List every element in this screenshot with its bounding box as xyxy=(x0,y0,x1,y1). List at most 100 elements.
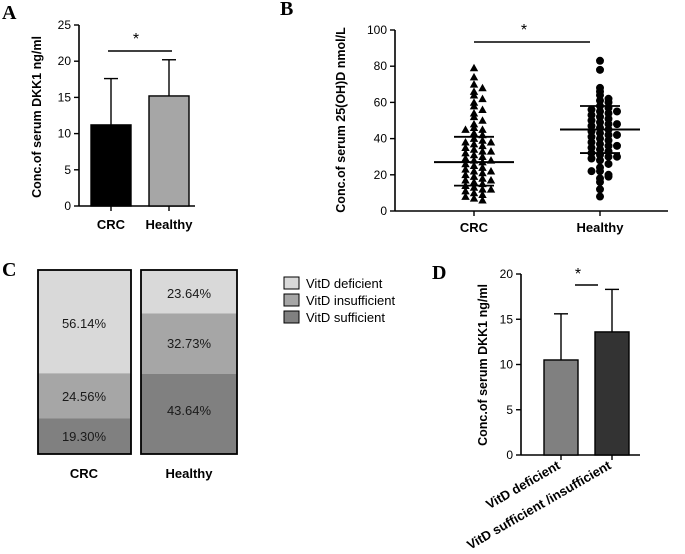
panel-c-label-crc-deficient: 56.14% xyxy=(62,316,107,331)
panel-a-y-tick-label: 0 xyxy=(64,199,71,213)
panel-c-label-healthy-sufficient: 43.64% xyxy=(167,403,212,418)
panel-b-point-crc xyxy=(469,194,479,202)
panel-a-bar xyxy=(90,124,132,207)
panel-b-point-crc xyxy=(478,125,487,133)
panel-b-point-crc xyxy=(486,147,496,155)
panel-a-category-crc: CRC xyxy=(97,217,126,232)
panel-b-point-crc xyxy=(461,165,470,173)
panel-b-plot: 0 20 40 60 80 100 xyxy=(367,23,668,218)
panel-b-point-healthy xyxy=(596,156,604,165)
panel-b-point-healthy xyxy=(604,172,613,181)
panel-c-bar-outline xyxy=(37,269,132,455)
panel-b-y-tick-label: 60 xyxy=(374,95,388,109)
panel-c-segment xyxy=(141,270,237,314)
panel-b-ylabel: Conc.of serum 25(OH)D nmol/L xyxy=(334,27,348,213)
panel-d-bar xyxy=(594,331,630,456)
panel-b-point-crc xyxy=(461,143,470,151)
panel-c-segment xyxy=(141,373,237,454)
panel-b-point-crc xyxy=(461,138,470,146)
panel-b-point-crc xyxy=(461,170,470,179)
panel-b-point-healthy xyxy=(613,141,621,150)
panel-b-point-healthy xyxy=(587,154,596,163)
panel-c-segment xyxy=(38,418,131,454)
panel-a-y-tick-label: 5 xyxy=(64,163,71,177)
panel-b-point-crc xyxy=(478,94,487,103)
panel-b-y-tick-label: 20 xyxy=(374,168,388,182)
panel-b-point-healthy xyxy=(613,130,621,139)
panel-b-point-crc xyxy=(478,141,487,150)
panel-a-plot: 0 5 10 15 20 25 xyxy=(58,18,195,213)
panel-b-point-crc xyxy=(478,147,487,155)
panel-b-y-tick-label: 100 xyxy=(367,23,387,37)
panel-b-category-healthy: Healthy xyxy=(577,220,625,235)
panel-a-ylabel: Conc.of serum DKK1 ng/ml xyxy=(30,36,44,198)
panel-label-d: D xyxy=(432,262,446,284)
panel-b-point-crc xyxy=(486,166,496,175)
panel-c-segment xyxy=(38,373,131,419)
panel-d-y-tick-label: 20 xyxy=(500,267,514,281)
panel-label-b: B xyxy=(280,0,293,20)
legend-swatch-deficient xyxy=(283,276,300,290)
legend-label-insufficient: VitD insufficient xyxy=(306,293,396,308)
panel-b-point-crc xyxy=(478,136,487,144)
panel-c-plot xyxy=(37,269,238,455)
panel-b-point-healthy xyxy=(613,107,621,116)
panel-label-c: C xyxy=(2,259,16,281)
panel-b-point-crc xyxy=(478,190,487,199)
panel-b-significance: * xyxy=(521,22,527,39)
panel-b-point-crc xyxy=(461,125,470,133)
panel-b-point-healthy xyxy=(604,152,613,161)
panel-b-point-healthy xyxy=(596,56,604,65)
panel-c-category-crc: CRC xyxy=(70,466,99,481)
legend-swatch-insufficient xyxy=(283,293,300,307)
panel-d-y-tick-label: 0 xyxy=(506,448,513,462)
panel-b-y-tick-label: 0 xyxy=(380,204,387,218)
panel-b-point-healthy xyxy=(587,167,596,176)
panel-b-point-crc xyxy=(469,80,479,88)
panel-b-point-crc xyxy=(469,123,479,132)
panel-d-y-tick-label: 15 xyxy=(500,312,514,326)
panel-b-point-crc xyxy=(478,174,487,182)
panel-b-point-crc xyxy=(461,192,470,200)
panel-b-category-crc: CRC xyxy=(460,220,489,235)
panel-b-point-crc xyxy=(478,105,487,113)
panel-b-point-crc xyxy=(486,176,496,184)
panel-b-point-crc xyxy=(469,63,479,72)
panel-b-point-crc xyxy=(478,195,487,204)
panel-b-point-crc xyxy=(478,83,487,92)
panel-b-point-crc xyxy=(461,176,470,184)
panel-b-point-crc xyxy=(469,72,479,81)
panel-b-point-crc xyxy=(478,168,487,177)
panel-a-bar xyxy=(148,95,190,207)
panel-label-a: A xyxy=(2,2,17,24)
panel-b-point-healthy xyxy=(596,185,604,194)
panel-b-point-crc xyxy=(461,148,470,157)
panel-c-label-healthy-deficient: 23.64% xyxy=(167,286,212,301)
panel-c-segment xyxy=(141,313,237,374)
panel-b-point-crc xyxy=(469,183,479,191)
panel-b-point-healthy xyxy=(596,178,604,187)
panel-d-y-tick-label: 10 xyxy=(500,358,514,372)
panel-b-point-crc xyxy=(478,185,487,193)
panel-d-bar xyxy=(543,359,579,456)
panel-b-y-tick-label: 40 xyxy=(374,132,388,146)
panel-b-point-crc xyxy=(469,128,479,137)
panel-a-significance: * xyxy=(133,31,139,48)
panel-b-point-healthy xyxy=(596,65,604,74)
panel-a-y-tick-label: 20 xyxy=(58,54,72,68)
panel-d-plot: 0 5 10 15 20 xyxy=(500,267,640,462)
panel-c-segment xyxy=(38,270,131,374)
panel-d-significance: * xyxy=(575,266,581,283)
panel-b-point-healthy xyxy=(613,120,621,129)
panel-b-point-crc xyxy=(469,112,479,121)
panel-b-point-healthy xyxy=(604,159,613,168)
panel-b-point-healthy xyxy=(613,152,621,161)
panel-d-y-tick-label: 5 xyxy=(506,403,513,417)
panel-b-point-crc xyxy=(461,159,470,168)
panel-b-point-crc xyxy=(486,138,496,146)
panel-b-point-healthy xyxy=(596,167,604,176)
panel-b-point-crc xyxy=(486,185,496,193)
panel-b-point-healthy xyxy=(596,192,604,201)
panel-c-label-crc-insufficient: 24.56% xyxy=(62,389,107,404)
legend-label-deficient: VitD deficient xyxy=(306,276,383,291)
